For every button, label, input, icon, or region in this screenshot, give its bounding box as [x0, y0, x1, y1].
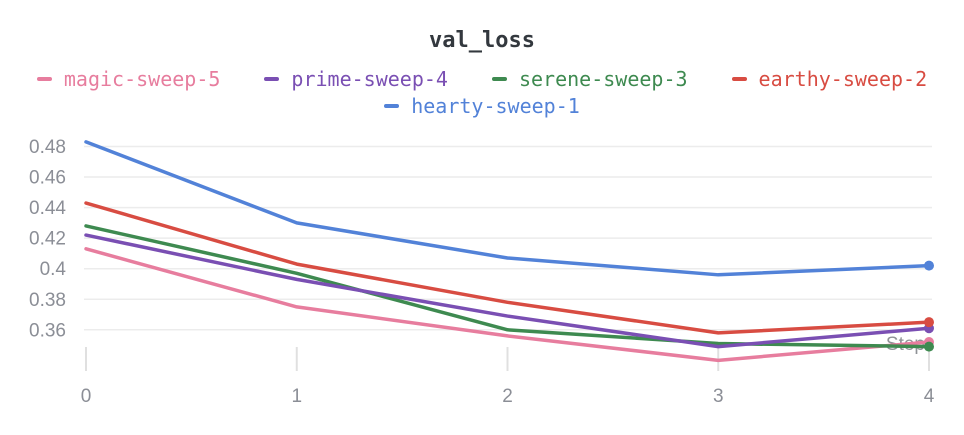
- x-tick-label: 1: [291, 386, 302, 407]
- series-line-hearty-sweep-1[interactable]: [84, 140, 931, 277]
- x-tick-label: 0: [81, 386, 92, 407]
- y-tick-label: 0.36: [29, 320, 66, 341]
- legend-label: magic-sweep-5: [63, 67, 221, 91]
- y-tick-label: 0.46: [29, 168, 66, 189]
- axis-labels: 0.48 0.46 0.44 0.42 0.4 0.38 0.36 0 1 2 3 4: [29, 137, 935, 407]
- y-tick-label: 0.4: [40, 259, 67, 280]
- legend-swatch-icon: [491, 77, 507, 81]
- legend-swatch-icon: [36, 77, 52, 81]
- legend-swatch-icon: [731, 77, 747, 81]
- series-endpoint-hearty-sweep-1[interactable]: [924, 260, 934, 271]
- series-line-serene-sweep-3[interactable]: [84, 224, 931, 349]
- legend-row-2: hearty-sweep-1: [0, 93, 964, 119]
- legend-label: hearty-sweep-1: [411, 94, 580, 118]
- chart-legend: magic-sweep-5 prime-sweep-4 serene-sweep-3…: [0, 66, 964, 119]
- legend-label: prime-sweep-4: [291, 67, 448, 91]
- legend-item-prime-sweep-4[interactable]: prime-sweep-4: [264, 66, 448, 92]
- y-tick-label: 0.44: [29, 198, 66, 219]
- series-endpoint-dots: [924, 260, 934, 352]
- legend-row-1: magic-sweep-5 prime-sweep-4 serene-sweep-3…: [0, 66, 964, 92]
- y-tick-label: 0.38: [29, 290, 66, 311]
- legend-label: earthy-sweep-2: [758, 67, 928, 91]
- legend-item-earthy-sweep-2[interactable]: earthy-sweep-2: [731, 66, 928, 92]
- series-endpoint-earthy-sweep-2[interactable]: [924, 317, 934, 328]
- x-tick-label: 3: [713, 386, 724, 407]
- legend-item-magic-sweep-5[interactable]: magic-sweep-5: [36, 66, 221, 92]
- legend-item-hearty-sweep-1[interactable]: hearty-sweep-1: [384, 93, 580, 119]
- legend-item-serene-sweep-3[interactable]: serene-sweep-3: [491, 66, 688, 92]
- x-tick-label: 2: [502, 386, 513, 407]
- legend-swatch-icon: [264, 77, 280, 81]
- x-tick-label: 4: [924, 386, 935, 407]
- y-tick-label: 0.42: [29, 229, 66, 250]
- chart-title: val_loss: [429, 28, 535, 53]
- legend-label: serene-sweep-3: [518, 67, 688, 91]
- legend-swatch-icon: [384, 104, 400, 108]
- series-line-magic-sweep-5[interactable]: [84, 247, 931, 363]
- axis-ticks: [85, 347, 930, 371]
- series-line-prime-sweep-4[interactable]: [84, 233, 931, 349]
- series-line-earthy-sweep-2[interactable]: [84, 201, 931, 335]
- series-lines: [84, 140, 931, 363]
- series-endpoint-serene-sweep-3[interactable]: [924, 341, 934, 352]
- y-tick-label: 0.48: [29, 137, 66, 158]
